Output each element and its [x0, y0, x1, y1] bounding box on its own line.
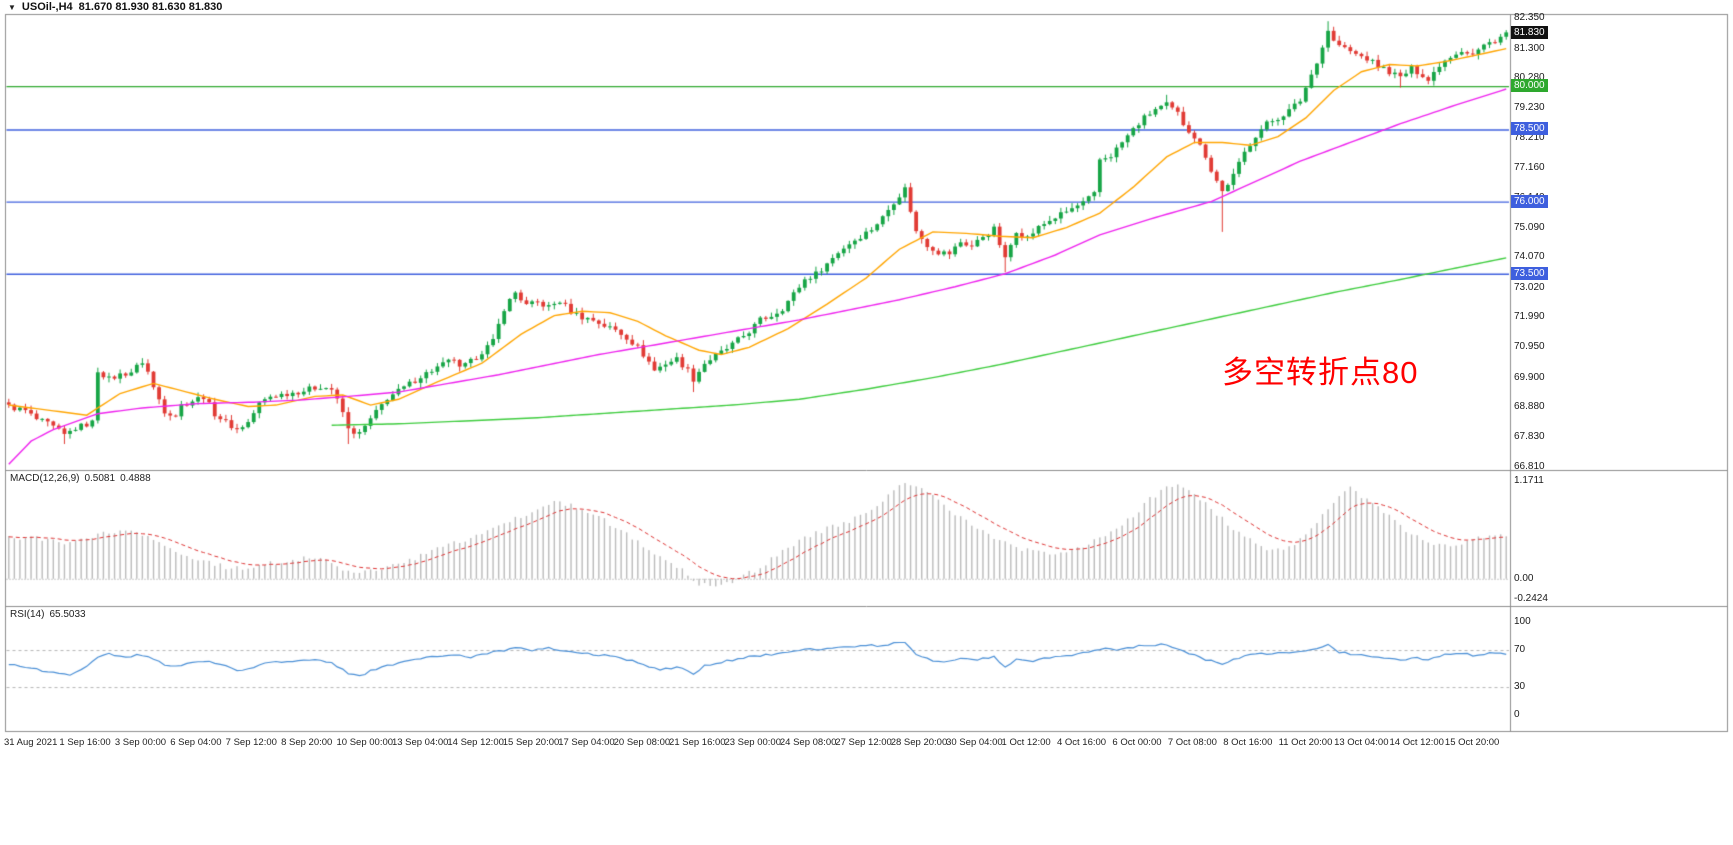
rsi-value: 65.5033 [49, 609, 86, 620]
macd-indicator-label: MACD(12,26,9) 0.5081 0.4888 [10, 473, 151, 484]
macd-signal-value: 0.4888 [120, 473, 151, 484]
rsi-indicator-label: RSI(14) 65.5033 [10, 609, 86, 620]
collapse-arrow-icon[interactable]: ▼ [8, 2, 16, 12]
symbol-period-label: USOil-,H4 [21, 1, 73, 13]
current-price-tag: 81.830 [1511, 26, 1548, 40]
macd-name: MACD(12,26,9) [10, 473, 80, 484]
chart-annotation-text: 多空转折点80 [1222, 355, 1419, 390]
rsi-name: RSI(14) [10, 609, 45, 620]
chart-header: ▼ USOil-,H4 81.670 81.930 81.630 81.830 [8, 1, 222, 13]
ohlc-values: 81.670 81.930 81.630 81.830 [78, 1, 223, 13]
macd-main-value: 0.5081 [84, 473, 116, 484]
